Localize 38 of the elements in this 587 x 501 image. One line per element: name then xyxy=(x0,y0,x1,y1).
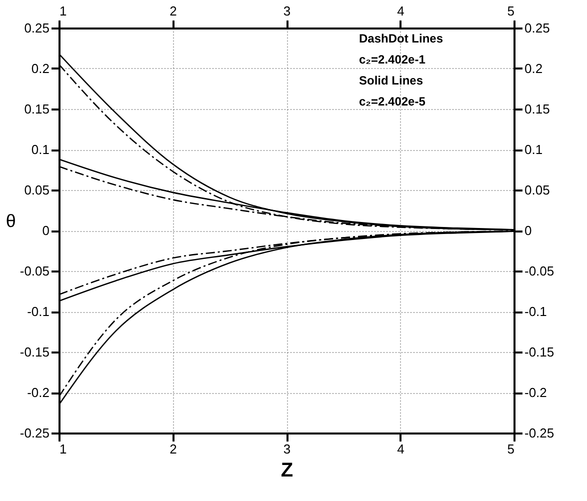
x2-tick-label: 3 xyxy=(283,4,291,18)
x2-tick-label: 1 xyxy=(60,4,67,18)
y-tick-label: 0.05 xyxy=(24,182,50,198)
x-tick-label: 3 xyxy=(283,442,291,456)
x-tick-label: 2 xyxy=(170,442,177,456)
annotation: DashDot Lines xyxy=(359,32,444,46)
x2-tick-label: 2 xyxy=(170,4,177,18)
annotation: Solid Lines xyxy=(359,74,424,88)
x-axis-title: Z xyxy=(280,460,294,482)
y-tick-label: 0.15 xyxy=(24,102,50,116)
y2-tick-label: 0.1 xyxy=(524,142,543,157)
y2-tick-label: 0.2 xyxy=(524,61,543,76)
y-tick-label: -0.15 xyxy=(20,344,50,360)
y-tick-label: -0.1 xyxy=(27,304,50,319)
y2-tick-label: 0.15 xyxy=(524,102,550,116)
y2-tick-label: -0.2 xyxy=(524,385,547,400)
x-tick-label: 5 xyxy=(507,442,514,456)
y-tick-label: 0.25 xyxy=(24,20,50,36)
x-tick-label: 1 xyxy=(60,442,67,456)
y2-tick-label: 0 xyxy=(524,223,532,238)
y2-tick-label: -0.15 xyxy=(524,344,554,360)
y-tick-label: 0.1 xyxy=(31,142,50,157)
annotation: c₂=2.402e-5 xyxy=(359,94,426,108)
y2-tick-label: 0.25 xyxy=(524,20,550,36)
x2-tick-label: 4 xyxy=(397,4,404,18)
y-tick-label: 0.2 xyxy=(31,61,50,76)
y2-tick-label: -0.05 xyxy=(524,264,554,278)
x-tick-label: 4 xyxy=(397,442,404,456)
annotation: c₂=2.402e-1 xyxy=(359,52,426,66)
x2-tick-label: 5 xyxy=(507,4,514,18)
y2-tick-label: -0.25 xyxy=(524,426,554,440)
y2-tick-label: -0.1 xyxy=(524,304,547,319)
y-tick-label: -0.05 xyxy=(20,264,50,278)
y2-tick-label: 0.05 xyxy=(524,182,550,198)
y-axis-title: θ xyxy=(6,211,16,231)
y-tick-label: -0.2 xyxy=(27,385,50,400)
y-tick-label: 0 xyxy=(42,223,50,238)
y-tick-label: -0.25 xyxy=(20,426,50,440)
